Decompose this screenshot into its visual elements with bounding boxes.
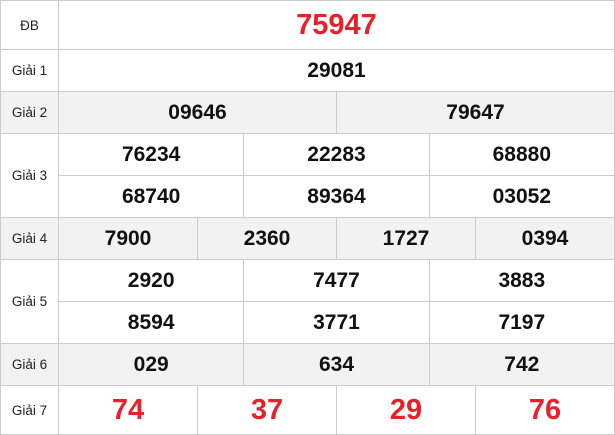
row-label: Giải 2 bbox=[1, 92, 59, 133]
prize-number: 0394 bbox=[475, 218, 614, 259]
row-prize-1: Giải 1 29081 bbox=[1, 50, 615, 92]
row-label: Giải 1 bbox=[1, 50, 59, 91]
row-prize-3: Giải 3 76234 22283 68880 68740 89364 030… bbox=[1, 134, 615, 218]
prize-number: 7197 bbox=[428, 302, 614, 343]
prize-number: 2360 bbox=[197, 218, 336, 259]
prize-number: 029 bbox=[133, 352, 169, 376]
row-label: ĐB bbox=[1, 1, 59, 49]
prize-number: 03052 bbox=[428, 176, 614, 217]
prize-number: 89364 bbox=[243, 176, 428, 217]
prize-number: 76 bbox=[475, 386, 614, 434]
prize-number: 7477 bbox=[243, 260, 428, 301]
prize-number: 29 bbox=[336, 386, 475, 434]
prize-number: 22283 bbox=[243, 134, 428, 175]
row-prize-6: Giải 6 029 634 742 bbox=[1, 344, 615, 386]
prize-number: 7900 bbox=[104, 226, 152, 250]
row-prize-4: Giải 4 7900 2360 1727 0394 bbox=[1, 218, 615, 260]
row-prize-7: Giải 7 74 37 29 76 bbox=[1, 386, 615, 435]
prize-number: 74 bbox=[111, 393, 145, 426]
prize-number: 29081 bbox=[307, 58, 366, 82]
special-prize-number: 75947 bbox=[296, 8, 377, 41]
row-prize-2: Giải 2 09646 79647 bbox=[1, 92, 615, 134]
prize-number: 79647 bbox=[336, 92, 614, 133]
prize-number: 68880 bbox=[428, 134, 614, 175]
prize-number: 3883 bbox=[428, 260, 614, 301]
row-prize-5: Giải 5 2920 7477 3883 8594 3771 7197 bbox=[1, 260, 615, 344]
prize-number: 76234 bbox=[121, 142, 181, 166]
row-label: Giải 4 bbox=[1, 218, 59, 259]
prize-number: 1727 bbox=[336, 218, 475, 259]
row-label: Giải 3 bbox=[1, 134, 59, 217]
prize-number: 3771 bbox=[243, 302, 428, 343]
prize-number: 634 bbox=[243, 344, 428, 385]
prize-number: 8594 bbox=[127, 310, 175, 334]
prize-number: 742 bbox=[428, 344, 614, 385]
row-special-prize: ĐB 75947 bbox=[1, 1, 615, 50]
prize-number: 68740 bbox=[121, 184, 181, 208]
prize-number: 09646 bbox=[168, 100, 227, 124]
row-label: Giải 6 bbox=[1, 344, 59, 385]
prize-number: 2920 bbox=[127, 268, 175, 292]
prize-number: 37 bbox=[197, 386, 336, 434]
row-label: Giải 7 bbox=[1, 386, 59, 434]
row-label: Giải 5 bbox=[1, 260, 59, 343]
